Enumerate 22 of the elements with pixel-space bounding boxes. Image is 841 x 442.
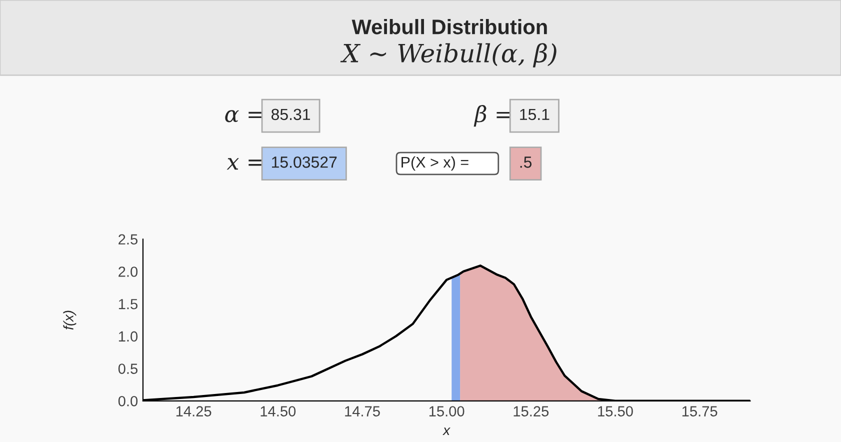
- x-axis-title: x: [442, 428, 450, 435]
- x-tick-label: 15.00: [429, 406, 464, 416]
- text: .5: [520, 156, 532, 168]
- x-tick-label: 15.25: [514, 406, 549, 416]
- y-tick-label: 1.0: [118, 331, 138, 342]
- chart-subtitle: X ~ Weibull(α, β): [340, 43, 556, 68]
- x-tick-label: 14.50: [260, 406, 296, 416]
- text: 15.03527: [272, 156, 337, 168]
- y-tick-label: 1.5: [118, 299, 138, 310]
- y-tick-label: 2.0: [118, 266, 138, 277]
- text: 15.1: [520, 108, 550, 120]
- y-tick-label: 0.5: [118, 364, 138, 374]
- text: P(X > x) =: [402, 156, 468, 171]
- y-tick-label: 2.5: [118, 234, 138, 245]
- x-tick-label: 14.25: [176, 406, 212, 416]
- x-tick-label: 15.75: [682, 406, 718, 416]
- x-tick-label: 15.50: [598, 406, 633, 416]
- x-tick-label: 14.75: [345, 406, 380, 416]
- chart-title: Weibull Distribution: [352, 19, 547, 34]
- text: 85.31: [271, 108, 310, 120]
- y-axis-title: f(x): [63, 310, 76, 330]
- y-tick-label: 0.0: [118, 396, 138, 406]
